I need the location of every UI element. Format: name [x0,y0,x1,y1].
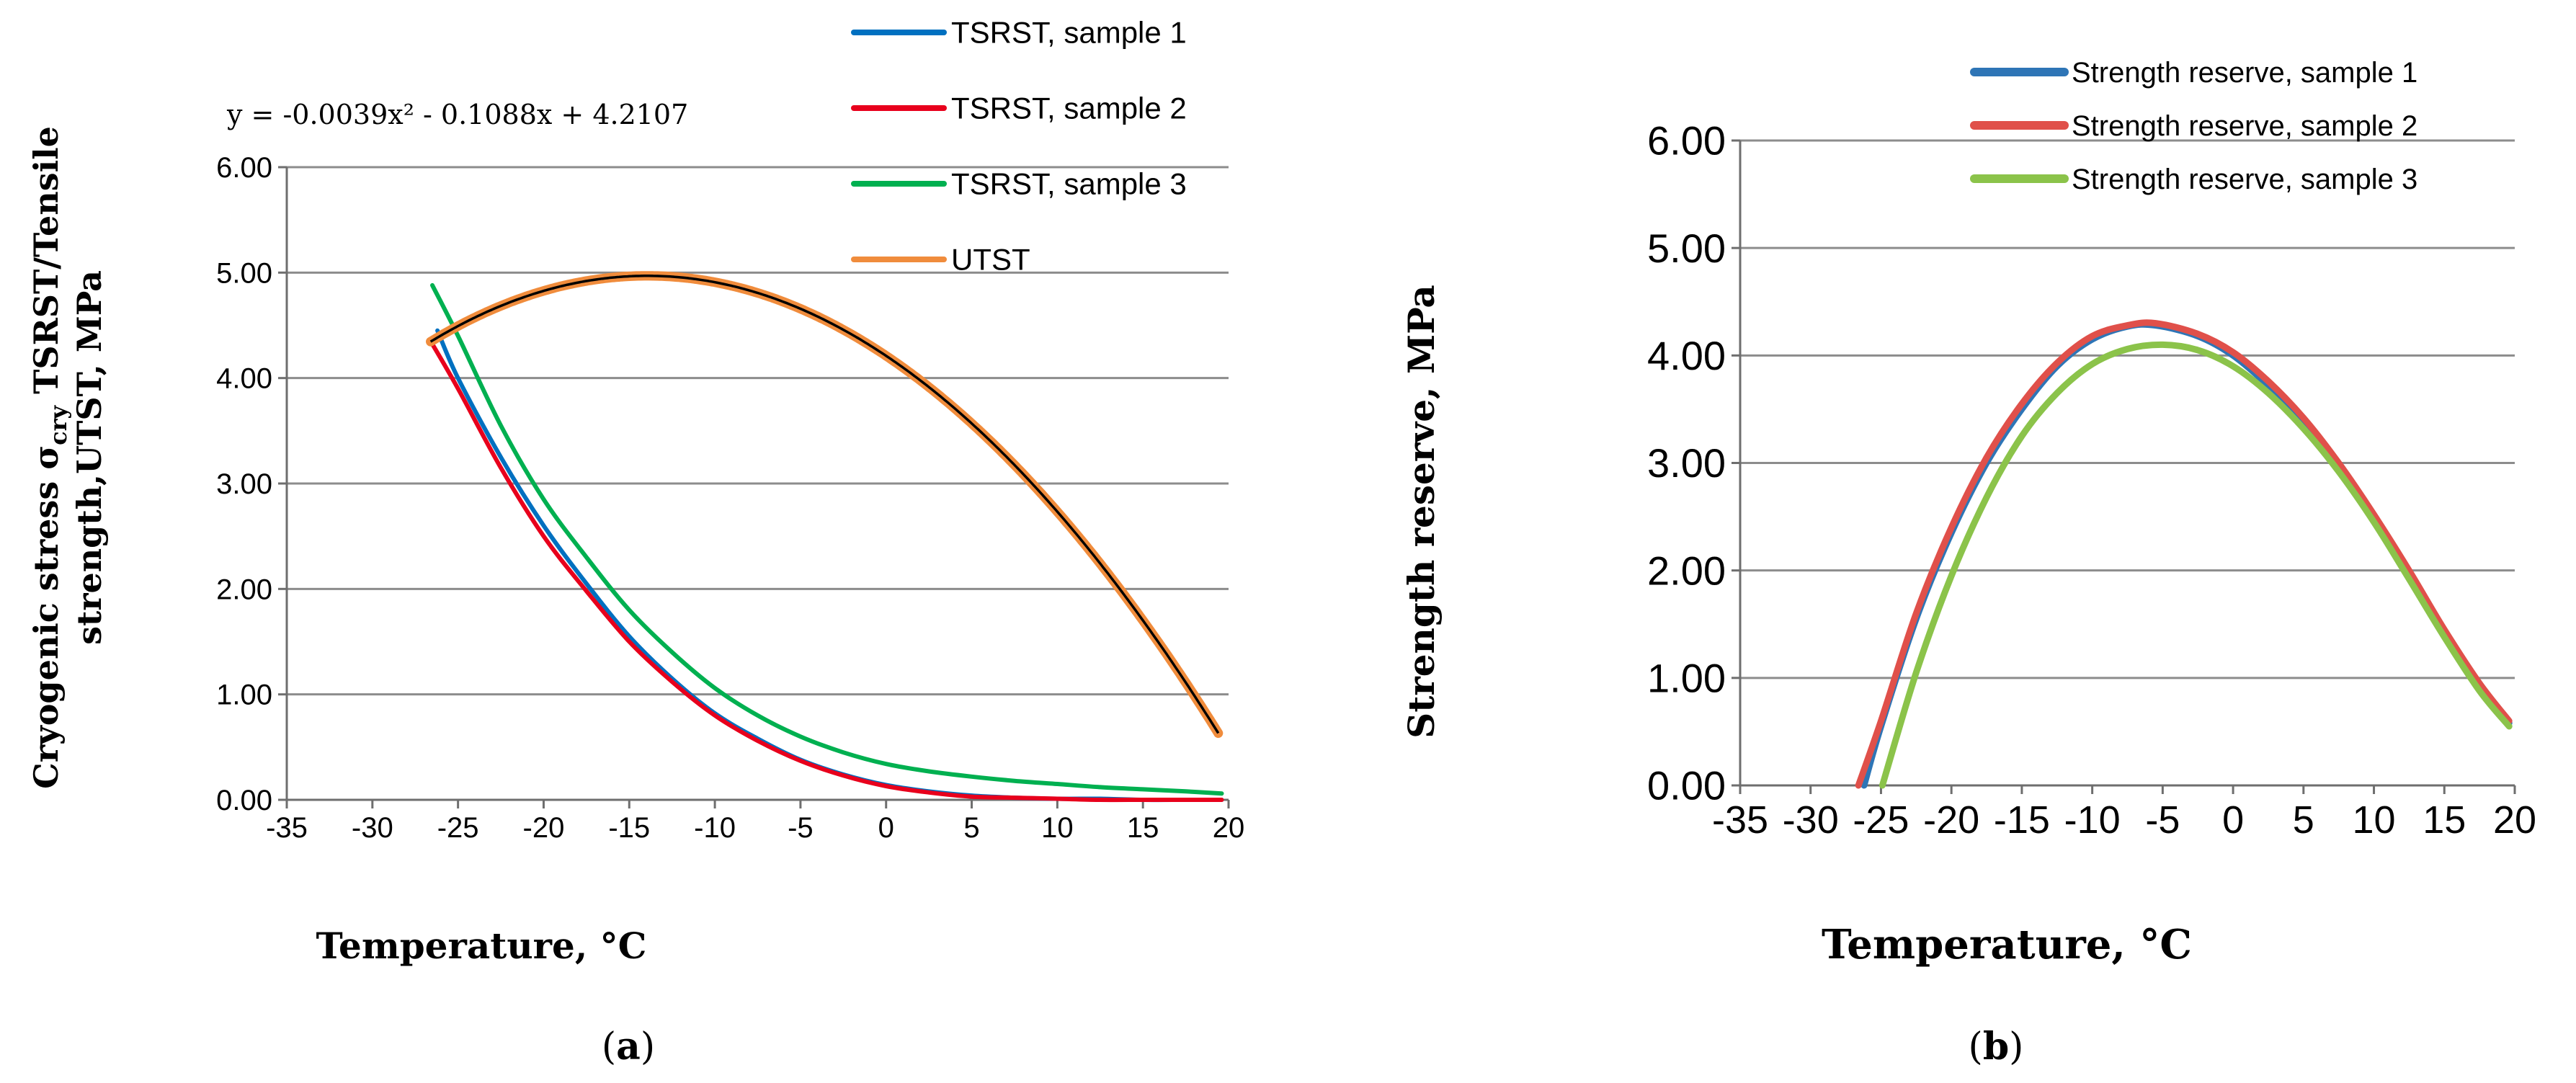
chart-b-xtick-label: 10 [2353,798,2396,842]
chart-a-legend-label: UTST [951,243,1030,277]
chart-b-ytick-label: 5.00 [1647,226,1726,271]
chart-a-xtick-label: 0 [878,812,894,844]
chart-b-xtick-label: -15 [1994,798,2050,842]
chart-a-ylabel-prefix: Cryogenic stress σ [27,445,66,789]
chart-a-xtick-label: -30 [352,812,393,844]
chart-b-xtick-label: -5 [2145,798,2180,842]
panel-label-a-letter: a [616,1025,641,1069]
chart-b-legend-item: Strength reserve, sample 1 [1970,57,2417,89]
chart-b-legend-label: Strength reserve, sample 3 [2072,164,2417,195]
chart-a-series-tsrst-sample-2 [428,339,1224,803]
chart-b-ytick-label: 0.00 [1647,763,1726,808]
chart-a-xtick-label: 5 [963,812,979,844]
chart-b-legend-label: Strength reserve, sample 1 [2072,57,2417,89]
chart-b-series-strength-reserve-sample-3 [1878,341,2513,789]
chart-b-xtick-label: -10 [2064,798,2121,842]
chart-a-ytick-label: 6.00 [216,152,272,184]
chart-a-legend-label: TSRST, sample 2 [951,92,1187,125]
chart-b: 0.00 1.00 2.00 3.00 4.00 5.00 6.00 -35 -30 -25 -20… [1400,57,2536,1069]
chart-a-ytick-label: 3.00 [216,468,272,500]
panel-label-a: (a) [602,1025,655,1069]
chart-a-equation: y = -0.0039x² - 0.1088x + 4.2107 [226,99,688,130]
chart-b-xtick-label: 20 [2493,798,2536,842]
panel-label-b: (b) [1969,1025,2024,1069]
chart-a-legend-item: TSRST, sample 3 [851,167,1187,201]
chart-a-ylabel-suffix: TSRST/Tensile [27,126,66,406]
chart-a-xtick-label: -15 [608,812,650,844]
chart-a-trendline [429,275,1220,734]
chart-a-legend-item: TSRST, sample 1 [851,16,1187,50]
chart-a-xtick-label: 15 [1127,812,1159,844]
chart-a-ytick-label: 0.00 [216,785,272,816]
chart-a-legend-label: TSRST, sample 1 [951,16,1187,50]
chart-a-xtick-label: 20 [1213,812,1245,844]
chart-a-ylabel-line2: strength,UTST, MPa [70,270,109,645]
chart-a-legend-item: TSRST, sample 2 [851,92,1187,125]
chart-a-ytick-label: 5.00 [216,257,272,289]
chart-a-ylabel-line1: Cryogenic stress σcry TSRST/Tensile [27,126,72,789]
chart-a-legend-label: TSRST, sample 3 [951,167,1187,201]
chart-b-legend-label: Strength reserve, sample 2 [2072,110,2417,142]
chart-b-ytick-label: 2.00 [1647,548,1726,593]
chart-b-legend-item: Strength reserve, sample 3 [1970,164,2417,195]
chart-b-ylabel: Strength reserve, MPa [1400,285,1443,739]
chart-b-ytick-label: 3.00 [1647,440,1726,486]
chart-a-xtick-label: -5 [788,812,814,844]
chart-a-ytick-label: 2.00 [216,574,272,605]
chart-b-ytick-label: 6.00 [1647,118,1726,164]
chart-a-ylabel-sub: cry [45,404,72,445]
chart-a-xtick-label: -35 [266,812,308,844]
chart-b-legend-item: Strength reserve, sample 2 [1970,110,2417,142]
chart-a: 0.00 1.00 2.00 3.00 4.00 5.00 6.00 -35 -30 -25 -20… [27,16,1244,1069]
chart-b-ytick-label: 1.00 [1647,655,1726,700]
panel-label-b-letter: b [1983,1025,2009,1069]
chart-a-xlabel: Temperature, °C [316,924,647,967]
chart-a-legend-item: UTST [851,243,1030,277]
chart-b-ytick-label: 4.00 [1647,333,1726,378]
chart-b-xtick-label: 15 [2423,798,2466,842]
chart-a-ytick-label: 4.00 [216,363,272,395]
chart-b-series-strength-reserve-sample-2 [1855,319,2513,789]
chart-a-xtick-label: -10 [694,812,736,844]
chart-b-xtick-label: -25 [1853,798,1909,842]
chart-b-xtick-label: -30 [1783,798,1839,842]
chart-b-xtick-label: -35 [1712,798,1768,842]
chart-a-xtick-label: -20 [523,812,565,844]
chart-a-xtick-label: 10 [1041,812,1074,844]
chart-b-xlabel: Temperature, °C [1822,921,2192,968]
chart-a-series-tsrst-sample-3 [430,282,1224,796]
chart-b-xtick-label: -20 [1923,798,1979,842]
chart-b-xtick-label: 5 [2293,798,2314,842]
chart-a-ytick-label: 1.00 [216,679,272,711]
chart-a-xtick-label: -25 [437,812,479,844]
chart-b-xtick-label: 0 [2222,798,2244,842]
